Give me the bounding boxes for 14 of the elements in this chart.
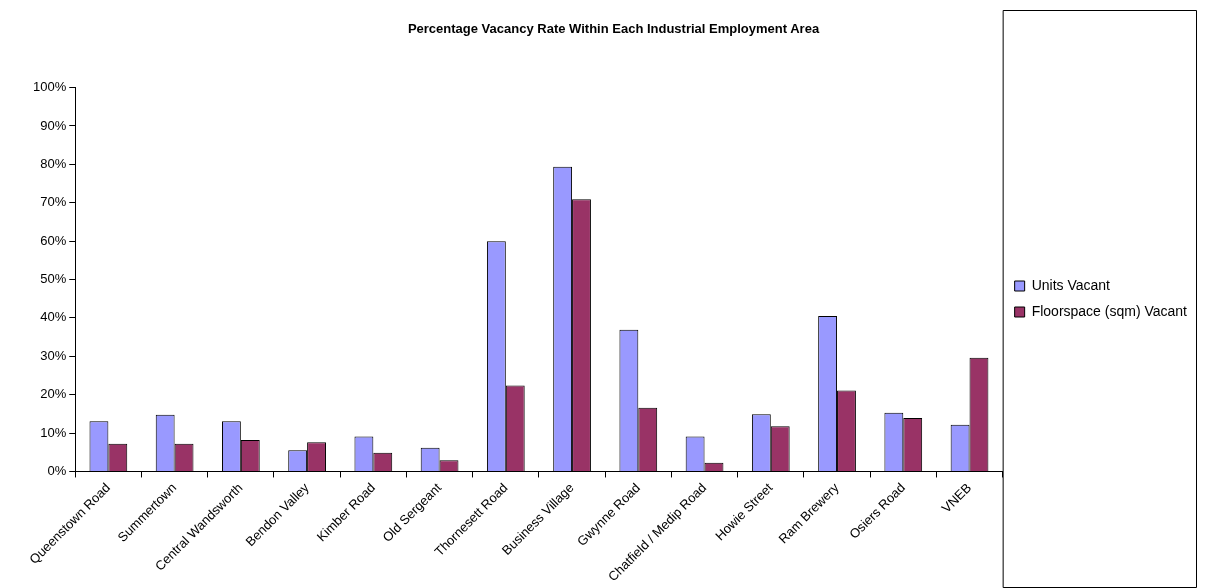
y-tick-label: 60% <box>40 232 67 248</box>
y-tick-label: 20% <box>40 386 67 402</box>
y-tick-label: 90% <box>40 117 67 133</box>
y-tick-label: 70% <box>40 194 67 210</box>
y-tick-label: 50% <box>40 271 67 287</box>
chart-title: Percentage Vacancy Rate Within Each Industrial Employment Area <box>407 21 820 37</box>
y-tick-label: 10% <box>40 424 67 440</box>
y-tick-label: 80% <box>40 155 67 171</box>
legend-label: Units Vacant <box>1031 276 1111 293</box>
legend-label: Floorspace (sqm) Vacant <box>1031 302 1188 319</box>
y-tick-label: 40% <box>40 309 67 325</box>
y-tick-label: 30% <box>40 347 67 363</box>
y-tick-label: 0% <box>47 463 67 479</box>
y-tick-label: 100% <box>33 79 67 95</box>
